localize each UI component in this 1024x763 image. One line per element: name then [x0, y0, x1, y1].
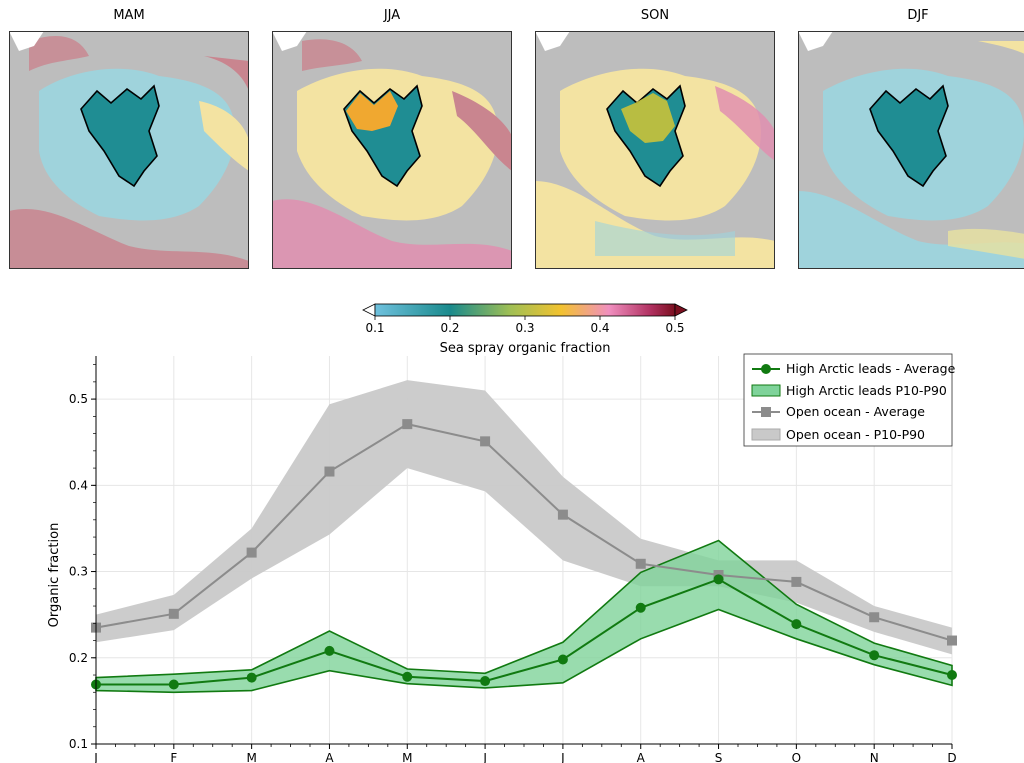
y-tick-label: 0.3	[69, 565, 88, 579]
ocean-average-point	[480, 436, 491, 447]
ocean-low-region	[595, 221, 735, 256]
arctic-average-point	[168, 679, 179, 690]
ocean-average-point	[168, 608, 179, 619]
map-title-son: SON	[640, 8, 670, 23]
arctic-average-point	[635, 602, 646, 613]
coast-detail	[9, 31, 44, 51]
coast-detail	[798, 31, 833, 51]
ocean-low-region	[798, 191, 1024, 269]
chart-axes: J F M A M J J A S O N D 0.1 0.2 0.3 0.4 0.5	[69, 356, 957, 763]
arctic-average-point	[713, 574, 724, 585]
colorbar-tick-label: 0.2	[440, 321, 459, 335]
x-tick-label: A	[325, 751, 334, 763]
colorbar-extend-low	[362, 303, 376, 317]
ocean-average-point	[869, 612, 880, 623]
chart-bands	[95, 380, 953, 694]
arctic-average-line	[96, 578, 953, 686]
colorbar-tick-label: 0.4	[590, 321, 609, 335]
line-chart: J F M A M J J A S O N D 0.1 0.2 0.3 0.4 0.5 Organic frac…	[47, 353, 957, 763]
arctic-p10-p90-band	[95, 539, 953, 694]
ocean-pink-region	[9, 209, 249, 269]
colorbar-tick-label: 0.5	[665, 321, 684, 335]
map-panel-son	[535, 31, 775, 269]
x-tick-label: S	[715, 751, 723, 763]
arctic-leads-region	[80, 84, 160, 188]
ocean-average-point	[246, 547, 257, 558]
colorbar-tick-label: 0.3	[515, 321, 534, 335]
arctic-average-point	[557, 654, 568, 665]
ocean-average-point	[791, 576, 802, 587]
arctic-average-point	[869, 650, 880, 661]
map-title-mam: MAM	[113, 8, 145, 23]
map-frame	[9, 31, 249, 269]
arctic-average-point	[402, 671, 413, 682]
ocean-pink-region	[272, 199, 512, 269]
map-panel-jja	[272, 31, 512, 269]
ocean-average-point	[947, 635, 957, 646]
ocean-pink-region	[29, 36, 89, 71]
ocean-pink-region	[715, 86, 775, 161]
legend-marker-arctic-average	[761, 364, 771, 374]
ocean-red-region	[204, 56, 249, 91]
legend-label-ocean-average: Open ocean - Average	[786, 404, 925, 419]
y-tick-label: 0.2	[69, 651, 88, 665]
colorbar: 0.1 0.2 0.3 0.4 0.5 Sea spray organic fracti…	[362, 303, 688, 356]
coast-detail	[272, 31, 307, 51]
legend-marker-ocean-average	[761, 407, 771, 417]
arctic-average-point	[324, 645, 335, 656]
x-tick-label: A	[637, 751, 646, 763]
x-tick-label: O	[792, 751, 801, 763]
x-tick-label: D	[947, 751, 956, 763]
x-tick-label: J	[93, 751, 98, 763]
arctic-average-point	[947, 670, 957, 681]
legend-label-ocean-band: Open ocean - P10-P90	[786, 427, 925, 442]
ocean-average-point	[402, 419, 413, 430]
x-tick-label: M	[246, 751, 256, 763]
arctic-leads-orange-part	[346, 91, 398, 131]
map-frame	[535, 31, 775, 269]
arctic-average-point	[480, 676, 491, 687]
coast-detail	[535, 31, 570, 51]
arctic-average-point	[791, 619, 802, 630]
ocean-yellow-region	[978, 41, 1024, 54]
arctic-leads-yellow-part	[621, 93, 675, 143]
map-frame	[272, 31, 512, 269]
ocean-yellow-region	[948, 228, 1024, 259]
ocean-average-point	[324, 466, 335, 477]
map-frame	[798, 31, 1024, 269]
map-title-jja: JJA	[383, 8, 401, 23]
colorbar-label: Sea spray organic fraction	[440, 341, 611, 356]
legend-label-arctic-average: High Arctic leads - Average	[786, 361, 956, 376]
ocean-average-point	[635, 558, 646, 569]
colorbar-tick-label: 0.1	[365, 321, 384, 335]
chart-lines	[91, 419, 957, 690]
map-title-djf: DJF	[907, 8, 929, 23]
map-panel-djf	[798, 31, 1024, 269]
x-tick-label: N	[870, 751, 879, 763]
legend-swatch-ocean-band	[751, 428, 781, 441]
arctic-average-point	[246, 672, 257, 683]
x-tick-label: M	[402, 751, 412, 763]
x-tick-label: F	[170, 751, 177, 763]
colorbar-gradient	[374, 303, 676, 317]
ocean-average-point	[557, 509, 568, 520]
x-tick-label: J	[560, 751, 565, 763]
ocean-pink-region	[452, 91, 512, 171]
y-axis-label: Organic fraction	[47, 523, 62, 628]
legend: High Arctic leads - Average High Arctic …	[743, 353, 956, 447]
arctic-leads-region	[869, 84, 949, 188]
ocean-red-region	[302, 39, 362, 71]
y-tick-label: 0.5	[69, 392, 88, 406]
y-tick-label: 0.1	[69, 737, 88, 751]
legend-swatch-arctic-band	[751, 384, 781, 397]
ocean-yellow-region	[199, 101, 249, 171]
legend-label-arctic-band: High Arctic leads P10-P90	[786, 383, 947, 398]
ocean-average-line	[95, 423, 953, 642]
map-panel-mam	[9, 31, 249, 269]
colorbar-extend-high	[674, 303, 688, 317]
x-tick-label: J	[482, 751, 487, 763]
y-tick-label: 0.4	[69, 478, 88, 492]
